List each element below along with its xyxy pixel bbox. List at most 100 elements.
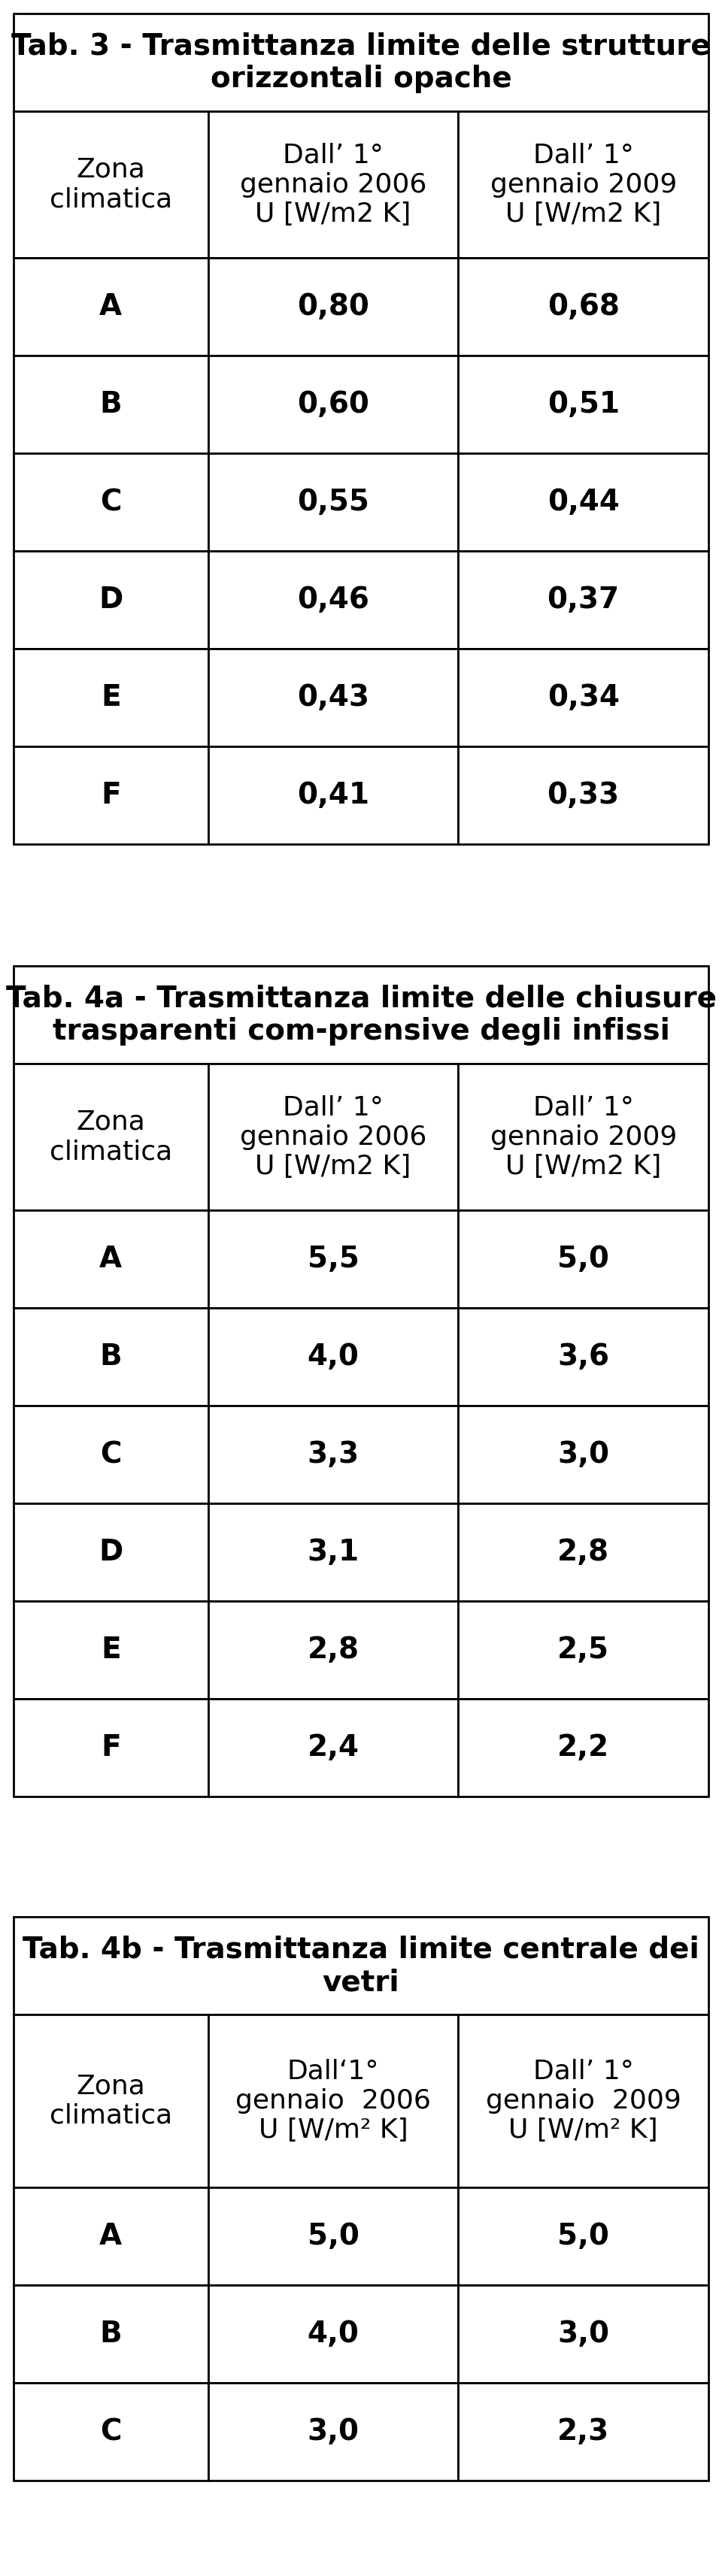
Bar — [14, 453, 208, 551]
Bar — [14, 747, 208, 845]
Bar — [208, 747, 458, 845]
Bar — [14, 1917, 708, 2014]
Text: Tab. 4b - Trasmittanza limite centrale dei
vetri: Tab. 4b - Trasmittanza limite centrale d… — [22, 1935, 700, 1996]
Bar — [208, 453, 458, 551]
Text: 0,43: 0,43 — [297, 683, 370, 711]
Text: 0,55: 0,55 — [297, 487, 369, 515]
Text: B: B — [100, 389, 122, 420]
Text: 3,0: 3,0 — [557, 1440, 609, 1468]
Bar — [458, 1406, 708, 1504]
Text: 5,0: 5,0 — [557, 1244, 609, 1273]
Text: Tab. 4a - Trasmittanza limite delle chiusure
trasparenti com-prensive degli infi: Tab. 4a - Trasmittanza limite delle chiu… — [6, 984, 716, 1046]
Text: 0,33: 0,33 — [547, 781, 619, 809]
Bar — [208, 1698, 458, 1795]
Text: 3,0: 3,0 — [557, 2318, 609, 2349]
Text: 0,51: 0,51 — [547, 389, 619, 420]
Text: Dall’ 1°
gennaio 2006
U [W/m2 K]: Dall’ 1° gennaio 2006 U [W/m2 K] — [240, 142, 427, 227]
Text: 0,80: 0,80 — [297, 294, 369, 322]
Bar — [208, 2285, 458, 2383]
Bar — [458, 1698, 708, 1795]
Text: F: F — [101, 781, 121, 809]
Bar — [14, 1211, 208, 1309]
Bar — [458, 453, 708, 551]
Text: 5,0: 5,0 — [308, 2223, 359, 2251]
Text: 3,6: 3,6 — [557, 1342, 609, 1370]
Text: C: C — [100, 487, 121, 515]
Text: 0,60: 0,60 — [297, 389, 369, 420]
Text: 5,5: 5,5 — [308, 1244, 359, 1273]
Text: 4,0: 4,0 — [308, 2318, 359, 2349]
Text: Zona
climatica: Zona climatica — [50, 2074, 172, 2128]
Bar — [458, 1211, 708, 1309]
Bar — [14, 2285, 208, 2383]
Text: B: B — [100, 1342, 122, 1370]
Bar — [14, 551, 208, 649]
Bar — [14, 1064, 208, 1211]
Text: 2,2: 2,2 — [557, 1734, 609, 1762]
Bar — [14, 2014, 208, 2187]
Text: Dall’ 1°
gennaio 2009
U [W/m2 K]: Dall’ 1° gennaio 2009 U [W/m2 K] — [490, 1095, 677, 1180]
Text: 2,8: 2,8 — [557, 1538, 609, 1566]
Text: D: D — [99, 1538, 123, 1566]
Bar — [208, 1309, 458, 1406]
Text: Zona
climatica: Zona climatica — [50, 157, 172, 211]
Bar — [458, 1064, 708, 1211]
Bar — [208, 2187, 458, 2285]
Bar — [14, 649, 208, 747]
Bar — [458, 2285, 708, 2383]
Bar — [458, 258, 708, 355]
Bar — [458, 1602, 708, 1698]
Bar — [14, 355, 208, 453]
Text: D: D — [99, 585, 123, 613]
Bar — [14, 2187, 208, 2285]
Text: 0,37: 0,37 — [547, 585, 619, 613]
Text: Dall’ 1°
gennaio 2006
U [W/m2 K]: Dall’ 1° gennaio 2006 U [W/m2 K] — [240, 1095, 427, 1180]
Text: 5,0: 5,0 — [557, 2223, 609, 2251]
Bar — [458, 1309, 708, 1406]
Bar — [14, 111, 208, 258]
Bar — [458, 111, 708, 258]
Text: 0,44: 0,44 — [547, 487, 619, 515]
Bar — [14, 13, 708, 111]
Text: F: F — [101, 1734, 121, 1762]
Text: A: A — [100, 2223, 122, 2251]
Text: 2,4: 2,4 — [308, 1734, 359, 1762]
Text: A: A — [100, 1244, 122, 1273]
Text: Dall’ 1°
gennaio 2009
U [W/m2 K]: Dall’ 1° gennaio 2009 U [W/m2 K] — [490, 142, 677, 227]
Bar — [208, 1211, 458, 1309]
Bar — [14, 1504, 208, 1602]
Text: 2,5: 2,5 — [557, 1636, 609, 1664]
Bar — [208, 649, 458, 747]
Text: Tab. 3 - Trasmittanza limite delle strutture
orizzontali opache: Tab. 3 - Trasmittanza limite delle strut… — [12, 31, 710, 93]
Bar — [208, 2014, 458, 2187]
Text: 3,1: 3,1 — [307, 1538, 360, 1566]
Bar — [208, 1602, 458, 1698]
Text: C: C — [100, 1440, 121, 1468]
Text: 0,46: 0,46 — [297, 585, 369, 613]
Text: 2,8: 2,8 — [308, 1636, 359, 1664]
Text: Dall‘1°
gennaio  2006
U [W/m² K]: Dall‘1° gennaio 2006 U [W/m² K] — [235, 2058, 431, 2143]
Bar — [458, 1504, 708, 1602]
Bar — [458, 649, 708, 747]
Bar — [208, 551, 458, 649]
Bar — [208, 2383, 458, 2481]
Bar — [14, 258, 208, 355]
Text: C: C — [100, 2416, 121, 2447]
Text: 2,3: 2,3 — [557, 2416, 609, 2447]
Text: B: B — [100, 2318, 122, 2349]
Text: Dall’ 1°
gennaio  2009
U [W/m² K]: Dall’ 1° gennaio 2009 U [W/m² K] — [486, 2058, 681, 2143]
Bar — [458, 747, 708, 845]
Text: 3,3: 3,3 — [307, 1440, 360, 1468]
Bar — [458, 2014, 708, 2187]
Text: A: A — [100, 294, 122, 322]
Bar — [458, 2383, 708, 2481]
Bar — [208, 1406, 458, 1504]
Bar — [208, 1064, 458, 1211]
Text: 4,0: 4,0 — [308, 1342, 359, 1370]
Bar — [14, 2383, 208, 2481]
Bar — [14, 966, 708, 1064]
Bar — [208, 258, 458, 355]
Text: Zona
climatica: Zona climatica — [50, 1110, 172, 1164]
Bar — [458, 2187, 708, 2285]
Bar — [14, 1309, 208, 1406]
